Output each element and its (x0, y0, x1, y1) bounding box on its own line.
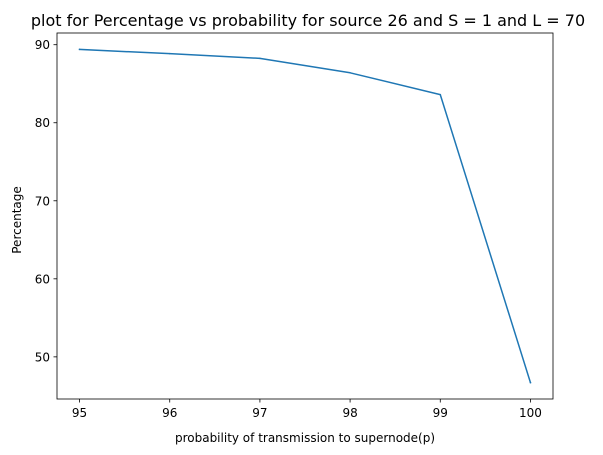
data-point (349, 72, 351, 74)
x-axis: 95 96 97 98 99 100 (72, 399, 542, 420)
x-tick-label: 100 (519, 406, 542, 420)
series-line-0 (78, 48, 532, 384)
plot-area (56, 32, 554, 400)
plot-frame (56, 32, 554, 400)
data-point (78, 48, 81, 51)
x-axis-label: probability of transmission to supernode… (175, 431, 435, 445)
data-point (259, 57, 261, 60)
y-tick-label: 90 (35, 38, 50, 52)
y-tick-label: 50 (35, 350, 50, 364)
chart-title: plot for Percentage vs probability for s… (31, 11, 585, 30)
y-tick-label: 60 (35, 272, 50, 286)
y-tick-label: 70 (35, 194, 50, 208)
x-tick-label: 98 (342, 406, 357, 420)
x-tick-label: 99 (433, 406, 448, 420)
x-tick-label: 96 (162, 406, 177, 420)
x-tick-label: 97 (252, 406, 267, 420)
data-point (439, 93, 442, 96)
data-point (168, 52, 171, 55)
y-axis-label: Percentage (10, 186, 24, 254)
x-tick-label: 95 (72, 406, 87, 420)
data-point (529, 381, 532, 384)
y-tick-label: 80 (35, 116, 50, 130)
y-axis: 50 60 70 80 90 (35, 38, 57, 364)
